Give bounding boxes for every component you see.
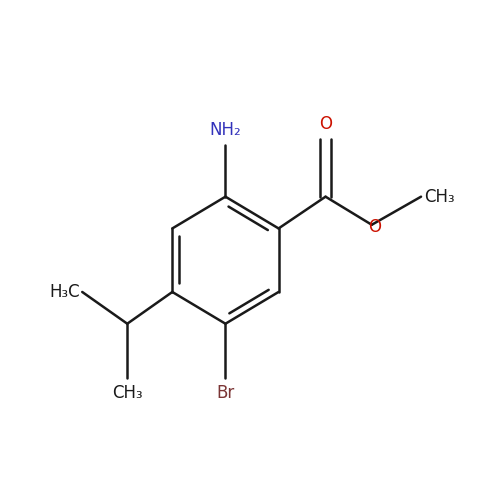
Text: H₃C: H₃C [50, 283, 80, 301]
Text: O: O [319, 115, 332, 133]
Text: NH₂: NH₂ [210, 121, 242, 139]
Text: CH₃: CH₃ [112, 384, 142, 402]
Text: Br: Br [216, 384, 234, 402]
Text: O: O [368, 218, 382, 236]
Text: CH₃: CH₃ [424, 188, 454, 206]
